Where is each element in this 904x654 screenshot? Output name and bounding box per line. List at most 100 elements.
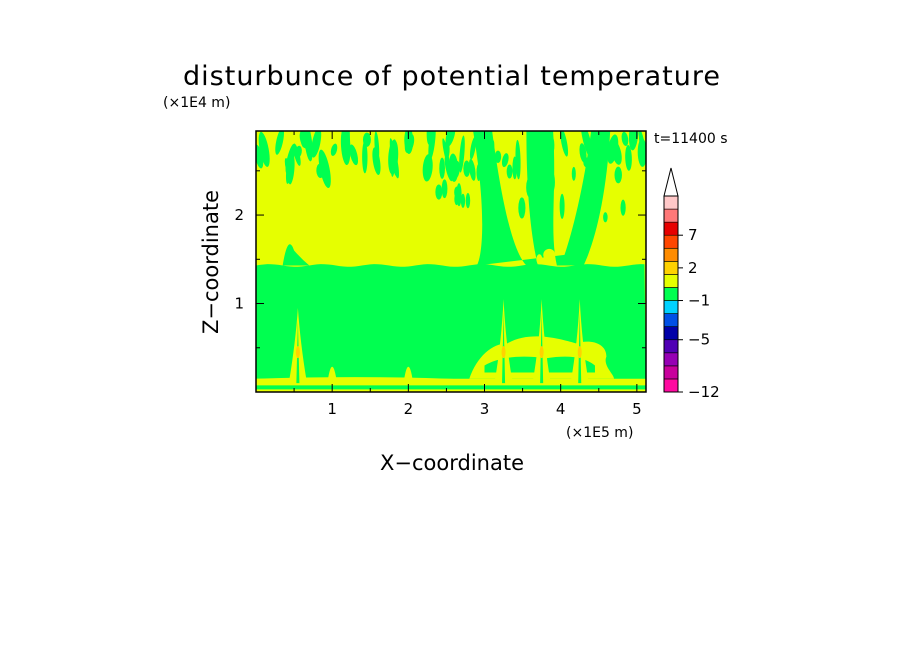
green-speckle: [285, 143, 296, 174]
green-speckle: [362, 140, 368, 174]
green-speckle: [428, 131, 436, 161]
small-bump: [403, 366, 413, 382]
x-axis-label: X−coordinate: [380, 451, 524, 475]
colorbar-band: [663, 195, 679, 210]
colorbar-band: [663, 247, 679, 262]
green-speckle: [465, 192, 471, 209]
colorbar-frame: [663, 195, 679, 393]
colorbar-tick-label: −1: [688, 292, 710, 310]
green-speckle: [518, 197, 526, 219]
green-speckle: [469, 136, 477, 160]
green-speckle: [480, 137, 489, 152]
green-speckle: [422, 154, 433, 182]
green-speckle: [453, 160, 460, 178]
colorbar-tick-label: −12: [688, 383, 720, 401]
x-tick-label: 3: [480, 400, 490, 418]
x-tick-label: 5: [632, 400, 642, 418]
green-speckle: [579, 143, 587, 163]
green-speckle: [258, 131, 270, 167]
green-speckle: [526, 176, 534, 198]
y-axis-ticks: 12: [234, 170, 646, 349]
plume-orange-spot: [295, 346, 300, 359]
y-axis-label: Z−coordinate: [199, 190, 223, 334]
green-speckle: [454, 186, 460, 198]
colorbar-band: [663, 378, 679, 393]
colorbar-tick-label: 2: [688, 259, 698, 277]
green-speckle: [483, 164, 490, 181]
green-speckle: [468, 158, 476, 181]
green-speckle: [621, 131, 629, 146]
green-speckle: [625, 144, 632, 171]
green-speckle: [388, 139, 399, 175]
green-speckle: [485, 140, 495, 167]
green-speckle: [559, 193, 565, 219]
green-speckle: [501, 153, 509, 168]
green-speckle: [549, 172, 555, 193]
x-tick-label: 2: [404, 400, 414, 418]
x-tick-label: 1: [327, 400, 337, 418]
contour-field: [256, 131, 646, 392]
green-speckle: [316, 163, 325, 178]
green-speckle: [620, 199, 626, 216]
plume-orange-spot: [501, 346, 506, 359]
green-speckle: [586, 206, 595, 230]
green-speckle: [614, 166, 622, 184]
green-speckle: [528, 131, 537, 144]
green-speckle: [628, 131, 639, 151]
colorbar-band: [663, 261, 679, 275]
green-speckle: [611, 140, 622, 165]
green-speckle: [603, 212, 608, 223]
plume-orange-spot: [539, 346, 544, 359]
colorbar-band: [663, 326, 679, 341]
y-unit-label: (×1E4 m): [163, 95, 230, 111]
x-axis-ticks: 1 2 3 4 5: [293, 131, 642, 418]
green-speckle: [571, 166, 576, 181]
y-tick-label: 2: [234, 206, 244, 224]
colorbar-band: [663, 274, 679, 288]
green-speckle: [407, 131, 413, 149]
green-speckle: [460, 193, 466, 208]
green-speckle: [445, 131, 456, 147]
green-speckle: [512, 156, 518, 180]
colorbar-band: [663, 352, 679, 367]
green-speckle: [442, 138, 450, 167]
colorbar-band: [663, 234, 679, 249]
colorbar-band: [663, 339, 679, 354]
green-speckle: [459, 135, 465, 173]
chart-title: disturbunce of potential temperature: [183, 61, 721, 92]
green-speckle: [542, 135, 550, 165]
colorbar-tick-label: 7: [688, 226, 698, 244]
plot-frame: [255, 130, 647, 393]
yellow-hole: [543, 248, 556, 261]
time-label: t=11400 s: [654, 131, 728, 147]
plume-orange-spot: [577, 346, 582, 359]
green-speckle: [303, 131, 313, 162]
green-bump-left: [282, 244, 310, 266]
colorbar-band: [663, 208, 679, 223]
green-speckle: [311, 131, 322, 158]
green-speckle: [549, 135, 555, 154]
colorbar-band: [663, 300, 679, 314]
green-speckle: [506, 164, 513, 179]
x-tick-label: 4: [556, 400, 566, 418]
green-speckle: [560, 131, 569, 157]
colorbar-band: [663, 287, 679, 301]
green-speckle: [349, 144, 359, 166]
green-speckle: [580, 131, 593, 160]
green-speckle: [583, 157, 590, 168]
green-speckle: [441, 179, 448, 199]
green-speckle: [340, 131, 351, 166]
y-tick-label: 1: [234, 295, 244, 313]
green-speckle: [435, 184, 443, 200]
green-speckle: [463, 160, 471, 177]
yellow-hole: [536, 254, 543, 265]
green-speckle: [534, 173, 541, 199]
colorbar-band: [663, 221, 679, 236]
colorbar-band: [663, 313, 679, 327]
colorbar: −12−5−127: [663, 167, 720, 401]
green-speckle: [439, 157, 445, 179]
green-speckle: [275, 131, 284, 155]
green-speckle: [638, 131, 646, 160]
small-bump: [327, 366, 337, 382]
